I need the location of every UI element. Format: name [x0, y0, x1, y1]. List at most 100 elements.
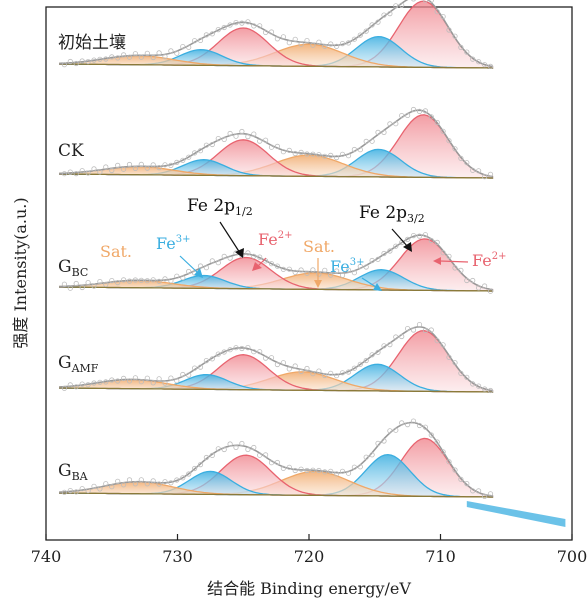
raw-point-0	[446, 27, 452, 33]
sample-label-gbc-sub: BC	[72, 266, 89, 279]
raw-point-2	[156, 278, 162, 284]
raw-point-2	[126, 278, 133, 284]
series-0	[59, 0, 494, 70]
raw-point-4	[109, 484, 115, 490]
raw-point-2	[257, 254, 263, 260]
raw-point-4	[428, 432, 434, 438]
raw-point-2	[475, 285, 482, 291]
raw-point-3	[464, 374, 470, 380]
raw-point-4	[458, 476, 464, 482]
raw-point-1	[109, 167, 115, 174]
raw-point-0	[381, 12, 387, 18]
arrow-fe3-right	[361, 277, 377, 288]
raw-point-2	[393, 243, 399, 249]
x-tick-label-1: 730	[162, 547, 193, 566]
arrow-fe-2p12	[219, 221, 241, 254]
peak-fill-2-1	[59, 269, 494, 291]
raw-point-1	[381, 129, 387, 135]
raw-point-3	[381, 343, 387, 349]
raw-point-3	[103, 379, 109, 385]
raw-point-0	[262, 29, 269, 36]
raw-point-4	[174, 477, 180, 483]
raw-point-4	[221, 446, 227, 453]
raw-point-4	[369, 452, 375, 458]
raw-point-4	[393, 427, 399, 433]
peak-fill-1-3	[59, 139, 494, 178]
raw-point-1	[251, 131, 257, 137]
raw-point-1	[475, 168, 482, 174]
raw-point-2	[138, 277, 144, 283]
raw-point-2	[304, 270, 310, 276]
raw-point-3	[298, 368, 304, 375]
raw-point-1	[345, 153, 352, 159]
raw-point-2	[121, 277, 127, 283]
raw-point-0	[333, 43, 340, 49]
raw-point-3	[121, 375, 127, 381]
raw-point-4	[487, 491, 494, 497]
raw-point-1	[440, 128, 446, 134]
raw-point-1	[186, 154, 192, 160]
raw-point-1	[144, 165, 150, 171]
raw-point-2	[85, 279, 91, 286]
arrow-fe-2p32	[391, 228, 409, 248]
x-axis-ticks: 740 730 720 710 700	[31, 534, 587, 566]
raw-point-3	[197, 364, 204, 370]
raw-point-4	[470, 488, 476, 494]
sample-label-gbc: GBC	[58, 257, 88, 279]
raw-point-0	[115, 55, 121, 61]
raw-point-3	[280, 360, 286, 366]
raw-point-2	[416, 233, 423, 239]
peak-fill-1-5	[59, 166, 494, 178]
raw-point-2	[227, 255, 233, 261]
raw-point-1	[197, 148, 204, 154]
annotation-fe-2p12: Fe 2p1/2	[187, 196, 253, 218]
annotation-fe2-left-sup: 2+	[278, 230, 293, 241]
arrow-fe2-right	[439, 260, 469, 263]
raw-point-2	[410, 233, 417, 239]
annotation-sat-left: Sat.	[100, 242, 132, 261]
arrowhead-fe3-right	[373, 283, 382, 291]
raw-point-0	[339, 40, 346, 47]
raw-point-0	[363, 28, 369, 34]
raw-point-4	[274, 459, 280, 466]
raw-point-4	[375, 440, 381, 446]
raw-point-0	[428, 0, 434, 3]
annotation-fe3-left-sup: 3+	[176, 234, 191, 245]
raw-point-4	[268, 460, 275, 466]
raw-point-1	[357, 147, 363, 153]
raw-point-1	[328, 152, 334, 158]
raw-point-0	[304, 37, 310, 44]
raw-point-2	[268, 261, 275, 267]
arrowhead-fe2-right	[433, 257, 441, 265]
raw-point-0	[298, 41, 304, 47]
raw-point-1	[115, 162, 121, 168]
annotation-fe3-right: Fe3+	[330, 257, 364, 276]
raw-point-2	[245, 250, 251, 256]
raw-point-3	[257, 349, 263, 355]
raw-point-4	[79, 486, 85, 492]
annotation-fe-2p32-main: Fe 2p	[359, 203, 407, 223]
series-layer	[59, 0, 566, 527]
raw-point-4	[292, 467, 298, 474]
raw-point-3	[292, 363, 298, 369]
raw-point-3	[369, 352, 375, 358]
annotation-fe2-left: Fe2+	[258, 230, 292, 249]
raw-point-3	[227, 347, 233, 353]
raw-point-1	[180, 157, 186, 163]
raw-point-1	[168, 162, 174, 168]
arrowhead-fe-2p12	[235, 248, 244, 258]
raw-point-4	[322, 469, 328, 475]
sample-label-gamf: GAMF	[58, 353, 99, 375]
raw-point-0	[251, 23, 257, 29]
raw-point-0	[186, 44, 192, 50]
annotation-sat-right: Sat.	[303, 237, 335, 256]
raw-point-4	[328, 468, 334, 474]
raw-point-1	[257, 138, 263, 144]
raw-point-1	[174, 159, 180, 165]
raw-point-3	[215, 351, 221, 357]
arrowhead-sat-right	[314, 280, 322, 288]
raw-point-2	[333, 268, 340, 274]
raw-point-4	[464, 480, 470, 487]
raw-point-4	[162, 479, 168, 485]
